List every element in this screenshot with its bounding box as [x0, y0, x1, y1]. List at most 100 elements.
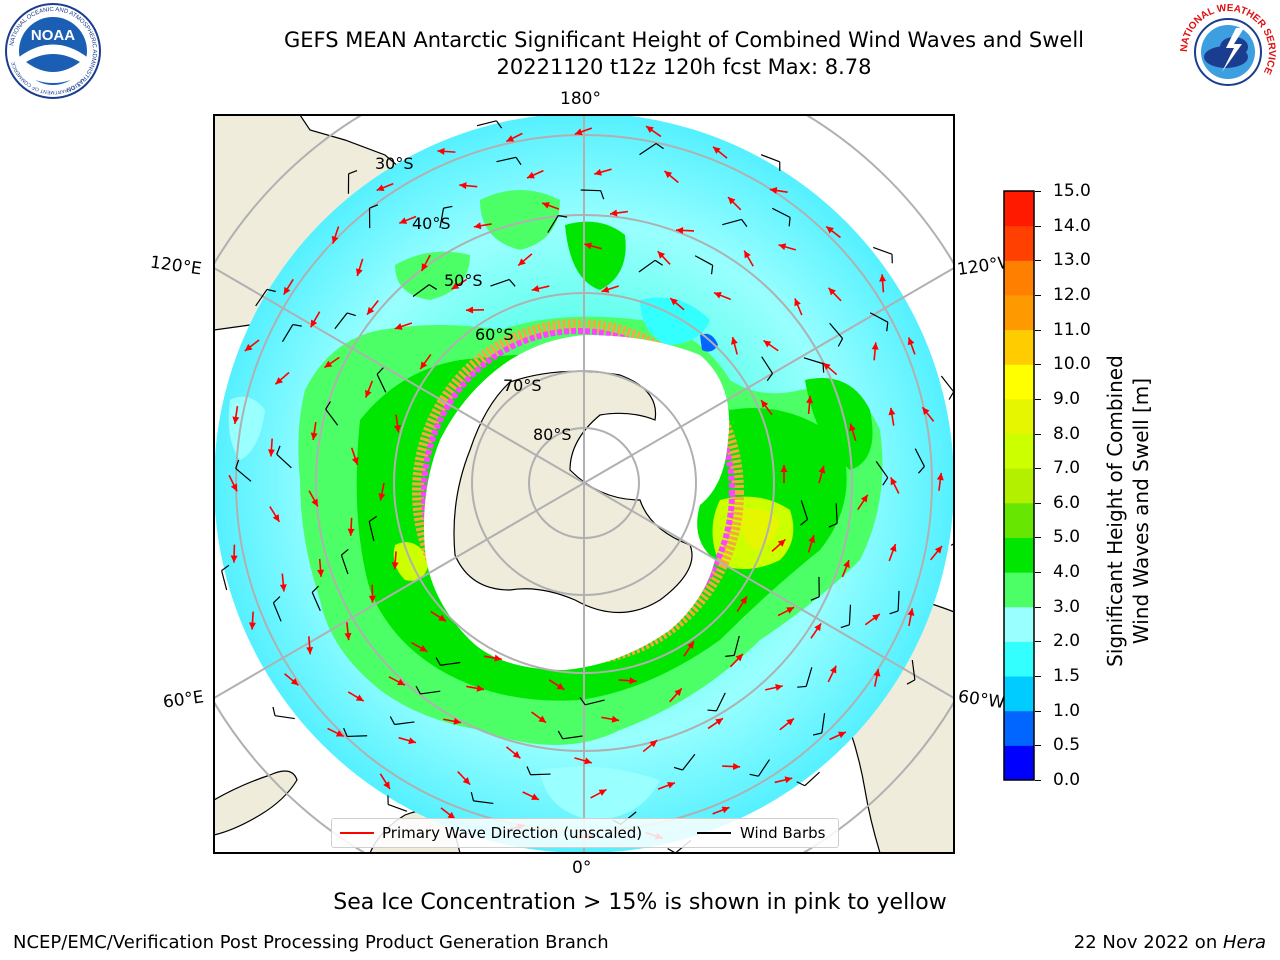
wind-barb: [835, 503, 838, 524]
wind-barb-feather: [435, 657, 441, 666]
wave-arrow-head: [610, 209, 618, 217]
wave-arrow-head: [829, 665, 837, 674]
wind-barb-feather: [557, 730, 564, 740]
wind-barb: [530, 773, 551, 776]
wave-direction-arrows: [228, 125, 944, 841]
colorbar-tick-label: 1.5: [1053, 666, 1081, 687]
colorbar-tick-label: 14.0: [1053, 215, 1091, 236]
wind-barb: [873, 246, 893, 255]
wave-arrow-head: [784, 776, 793, 784]
wind-barb: [580, 189, 601, 192]
wind-barb: [276, 453, 292, 469]
wave-arrow-head: [408, 737, 416, 745]
colorbar-label-line1: Significant Height of Combined: [1103, 355, 1127, 667]
wind-barb: [682, 753, 696, 771]
wave-arrow-head: [731, 337, 738, 345]
colorbar-frame: [1003, 190, 1035, 781]
wind-barb-feather: [918, 466, 925, 474]
wave-arrow-head: [780, 465, 788, 472]
wave-arrow-head: [420, 361, 428, 370]
colorbar-tick-label: 1.0: [1053, 700, 1081, 721]
wave-arrow-head: [383, 781, 390, 790]
wave-arrow-head: [438, 614, 447, 622]
lon-label-bottom: 0°: [572, 858, 592, 878]
wave-arrow-head: [594, 168, 602, 176]
wave-arrow-head: [391, 562, 399, 570]
colorbar-tick-mark: [1035, 294, 1041, 296]
colorbar-tick-mark: [1035, 398, 1041, 400]
wave-arrow-head: [794, 298, 801, 307]
colorbar-swatch: [1004, 433, 1034, 469]
wind-barb: [804, 771, 820, 787]
wind-barb: [638, 259, 656, 273]
wind-barb: [221, 570, 228, 591]
wave-arrow-head: [657, 251, 666, 259]
lat-label-40s: 40°S: [412, 214, 451, 233]
wave-arrow-head: [542, 202, 550, 209]
lat-label-50s: 50°S: [444, 271, 483, 290]
wind-barb: [562, 735, 583, 740]
legend-swatch-wind-barbs: [697, 832, 731, 834]
wind-barb: [761, 356, 774, 374]
wave-arrow-head: [462, 777, 471, 785]
wave-arrow-head: [823, 362, 831, 371]
wind-barb-feather: [707, 709, 717, 712]
wave-arrow-head: [664, 170, 673, 179]
footer-credit: NCEP/EMC/Verification Post Processing Pr…: [13, 932, 609, 953]
wave-arrow-head: [419, 645, 428, 652]
wave-arrow-head: [860, 494, 868, 503]
wave-arrow-head: [934, 545, 943, 554]
wind-barb: [875, 460, 889, 479]
wave-arrow-head: [814, 623, 822, 632]
wind-barb: [420, 690, 441, 695]
wind-barbs: [221, 100, 954, 853]
wave-arrow-head: [512, 751, 521, 759]
wave-arrow-head: [646, 126, 654, 134]
wave-arrow-head: [437, 147, 445, 155]
wind-barb-feather: [812, 732, 822, 736]
wind-barb-feather: [369, 204, 379, 209]
colorbar-tick-mark: [1035, 502, 1041, 504]
wind-barb: [622, 100, 638, 112]
wave-arrow-head: [355, 694, 364, 702]
wind-barb: [496, 156, 517, 163]
wave-arrow-head: [922, 407, 930, 415]
wind-barb-feather: [882, 477, 889, 486]
colorbar-tick-mark: [1035, 572, 1041, 574]
wind-barb-feather: [443, 205, 453, 209]
colorbar-swatch: [1004, 468, 1034, 504]
wave-arrow-head: [889, 544, 897, 552]
wind-barb: [387, 803, 408, 812]
colorbar-swatch: [1004, 294, 1034, 331]
wind-barb: [757, 759, 770, 777]
wave-arrow-head: [629, 677, 637, 685]
colorbar-swatch: [1004, 225, 1034, 261]
wave-arrow-head: [871, 342, 879, 350]
colorbar-tick-mark: [1035, 710, 1041, 712]
colorbar-tick-label: 8.0: [1053, 423, 1081, 444]
colorbar-tick-mark: [1035, 745, 1041, 747]
wind-barb-feather: [368, 515, 377, 522]
wave-arrow-head: [598, 789, 607, 796]
wind-barb-feather: [673, 766, 683, 771]
wind-barb-feather: [428, 284, 438, 290]
colorbar-tick-label: 10.0: [1053, 354, 1091, 375]
wave-arrow-head: [335, 730, 344, 737]
wave-arrow-head: [735, 653, 743, 662]
wave-arrow-head: [283, 286, 291, 295]
chart-title: GEFS MEAN Antarctic Significant Height o…: [283, 28, 1085, 52]
wave-arrow-head: [806, 395, 814, 404]
wind-barb-feather: [558, 214, 568, 218]
wind-barb-feather: [348, 170, 358, 175]
colorbar-tick-label: 13.0: [1053, 250, 1091, 271]
wave-arrow-head: [649, 740, 658, 748]
wave-arrow-head: [879, 274, 887, 282]
wave-arrow-head: [843, 560, 850, 568]
colorbar-swatch: [1004, 745, 1034, 781]
wave-arrow-head: [531, 285, 540, 292]
africa-land: [214, 770, 298, 836]
wind-barb: [800, 500, 809, 520]
wave-arrow-head: [306, 646, 314, 655]
colorbar-label: Significant Height of Combined Wind Wave…: [1102, 271, 1154, 751]
wind-barb-feather: [495, 120, 503, 129]
